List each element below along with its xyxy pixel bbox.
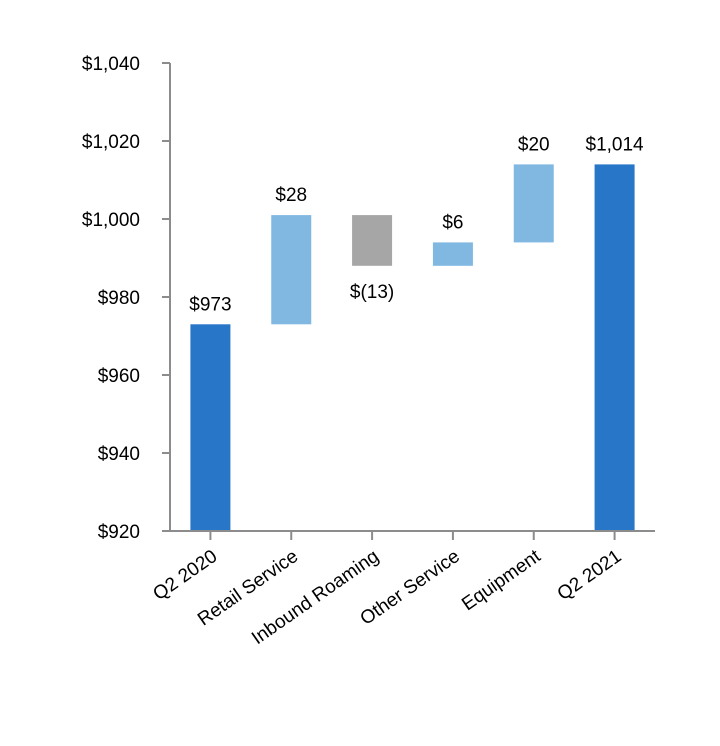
y-tick-label: $960 <box>98 366 140 387</box>
bar-total <box>190 324 231 531</box>
bar-increase <box>513 164 554 243</box>
x-tick-label: Q2 2020 <box>150 546 222 605</box>
data-label: $20 <box>518 134 550 155</box>
y-tick-label: $1,020 <box>82 132 140 153</box>
data-label: $973 <box>189 294 231 315</box>
bar-increase <box>271 215 312 325</box>
bar-decrease <box>352 215 393 266</box>
x-tick-label: Q2 2021 <box>554 546 626 605</box>
x-tick-label: Equipment <box>458 545 545 615</box>
y-tick-label: $1,040 <box>82 54 140 75</box>
data-label: $6 <box>442 212 463 233</box>
bars-layer <box>190 164 635 531</box>
y-axis-ticks: $920 $940 $960 $980 $1,000 $1,020 $1,040 <box>82 54 170 543</box>
bar-total <box>594 164 635 531</box>
data-labels: $973 $28 $(13) $6 $20 $1,014 <box>189 134 644 315</box>
data-label: $(13) <box>350 282 394 303</box>
bar-increase <box>432 242 473 266</box>
data-label: $28 <box>275 185 307 206</box>
y-tick-label: $920 <box>98 522 140 543</box>
y-tick-label: $940 <box>98 444 140 465</box>
y-tick-label: $1,000 <box>82 210 140 231</box>
y-tick-label: $980 <box>98 288 140 309</box>
data-label: $1,014 <box>586 134 645 155</box>
